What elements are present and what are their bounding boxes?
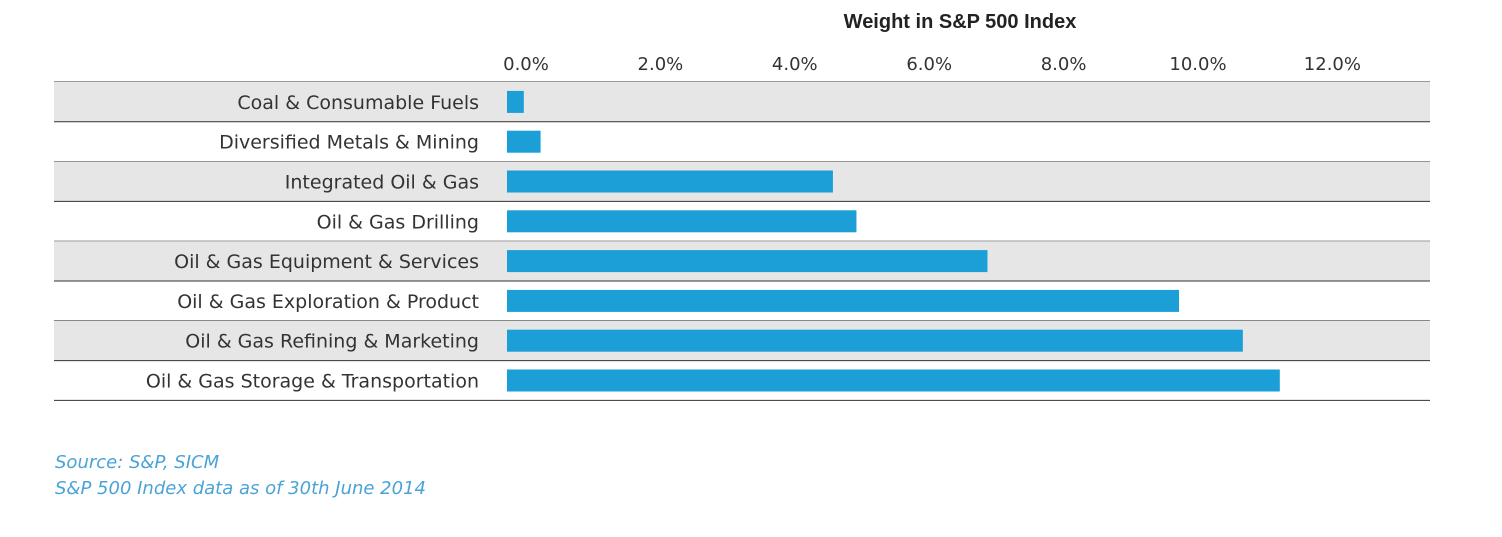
data-date-note: S&P 500 Index data as of 30th June 2014 bbox=[55, 478, 426, 499]
chart-title: Weight in S&P 500 Index bbox=[844, 11, 1077, 33]
tick-label: 0.0% bbox=[503, 54, 549, 75]
category-label: Coal & Consumable Fuels bbox=[237, 92, 479, 114]
tick-label: 12.0% bbox=[1304, 54, 1361, 75]
category-label: Integrated Oil & Gas bbox=[285, 172, 479, 194]
bar bbox=[507, 329, 1243, 352]
category-labels: Coal & Consumable Fuels Diversified Metal… bbox=[146, 92, 479, 393]
tick-label: 10.0% bbox=[1169, 54, 1226, 75]
tick-label: 2.0% bbox=[638, 54, 684, 75]
bar bbox=[507, 250, 988, 273]
bar bbox=[507, 130, 541, 153]
row-band bbox=[54, 82, 1430, 122]
tick-label: 4.0% bbox=[772, 54, 818, 75]
source-note: Source: S&P, SICM S&P 500 Index data as … bbox=[55, 450, 426, 502]
category-label: Oil & Gas Refining & Marketing bbox=[185, 331, 479, 353]
category-label: Diversified Metals & Mining bbox=[219, 132, 479, 154]
bar bbox=[507, 90, 524, 113]
tick-label: 6.0% bbox=[906, 54, 952, 75]
source-line: Source: S&P, SICM bbox=[55, 452, 220, 473]
bars bbox=[507, 90, 1280, 392]
bar-chart: Coal & Consumable Fuels Diversified Metal… bbox=[54, 11, 1430, 401]
bar bbox=[507, 289, 1179, 312]
bar bbox=[507, 210, 857, 233]
category-label: Oil & Gas Storage & Transportation bbox=[146, 371, 479, 393]
tick-label: 8.0% bbox=[1041, 54, 1087, 75]
category-label: Oil & Gas Drilling bbox=[317, 211, 479, 233]
tick-labels: 0.0% 2.0% 4.0% 6.0% 8.0% 10.0% 12.0% bbox=[503, 54, 1361, 75]
category-label: Oil & Gas Exploration & Product bbox=[177, 291, 479, 313]
bar bbox=[507, 170, 833, 193]
bar bbox=[507, 369, 1280, 392]
category-label: Oil & Gas Equipment & Services bbox=[174, 251, 479, 273]
